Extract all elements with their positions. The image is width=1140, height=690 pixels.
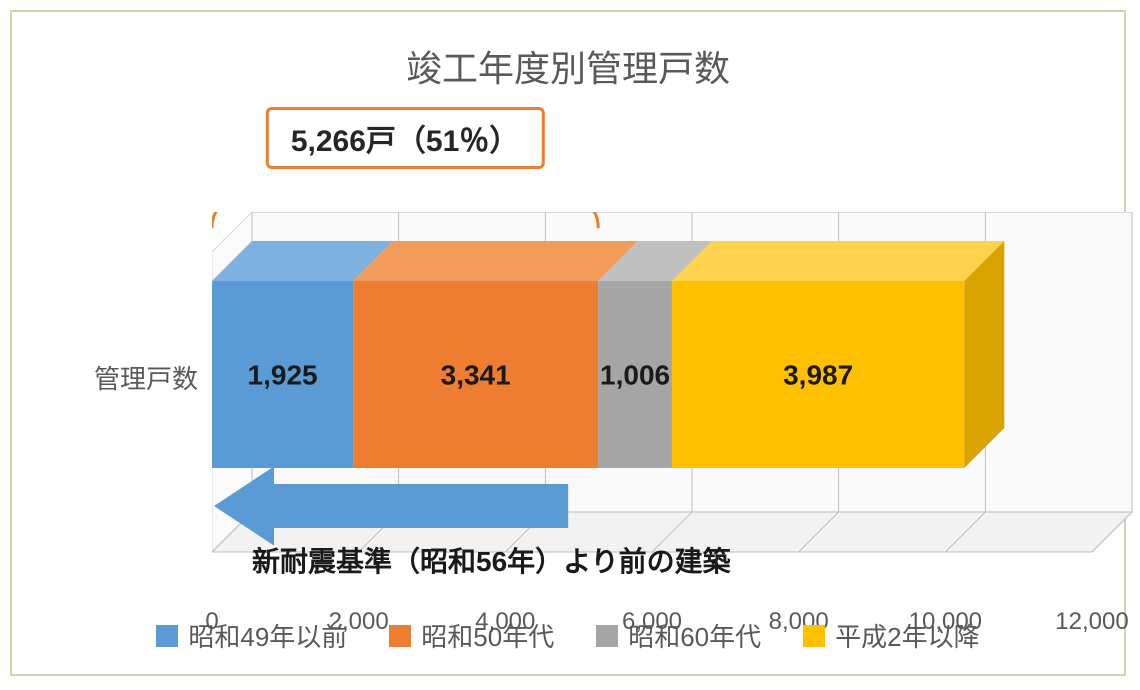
legend-item: 昭和50年代 <box>389 617 554 654</box>
bar-value-label: 1,006 <box>600 360 670 391</box>
legend-swatch <box>803 625 825 647</box>
legend-label: 昭和49年以前 <box>188 617 347 654</box>
bar-value-label: 3,987 <box>783 360 853 391</box>
bar-value-label: 3,341 <box>441 360 511 391</box>
legend-swatch <box>596 625 618 647</box>
y-category-label: 管理戸数 <box>94 359 198 396</box>
bar-value-label: 1,925 <box>248 360 318 391</box>
bar-top <box>672 241 1004 281</box>
chart-title: 竣工年度別管理戸数 <box>12 40 1124 92</box>
legend-label: 昭和60年代 <box>628 617 761 654</box>
chart-frame: 竣工年度別管理戸数 5,266戸（51％） 管理戸数 1,925 3,341 1,0… <box>10 10 1126 676</box>
legend-item: 昭和60年代 <box>596 617 761 654</box>
callout-text: 5,266戸（51％） <box>291 125 519 158</box>
bar-top <box>353 241 638 281</box>
legend-item: 平成2年以降 <box>803 617 979 654</box>
legend-label: 昭和50年代 <box>421 617 554 654</box>
legend-swatch <box>156 625 178 647</box>
legend: 昭和49年以前 昭和50年代 昭和60年代 平成2年以降 <box>12 617 1124 654</box>
bar-side <box>964 241 1004 468</box>
annotation-text: 新耐震基準（昭和56年）より前の建築 <box>252 540 731 580</box>
legend-label: 平成2年以降 <box>835 617 979 654</box>
legend-swatch <box>389 625 411 647</box>
callout-box: 5,266戸（51％） <box>266 107 544 169</box>
legend-item: 昭和49年以前 <box>156 617 347 654</box>
stacked-bar-chart: 1,925 3,341 1,006 3,987 <box>212 212 1134 554</box>
